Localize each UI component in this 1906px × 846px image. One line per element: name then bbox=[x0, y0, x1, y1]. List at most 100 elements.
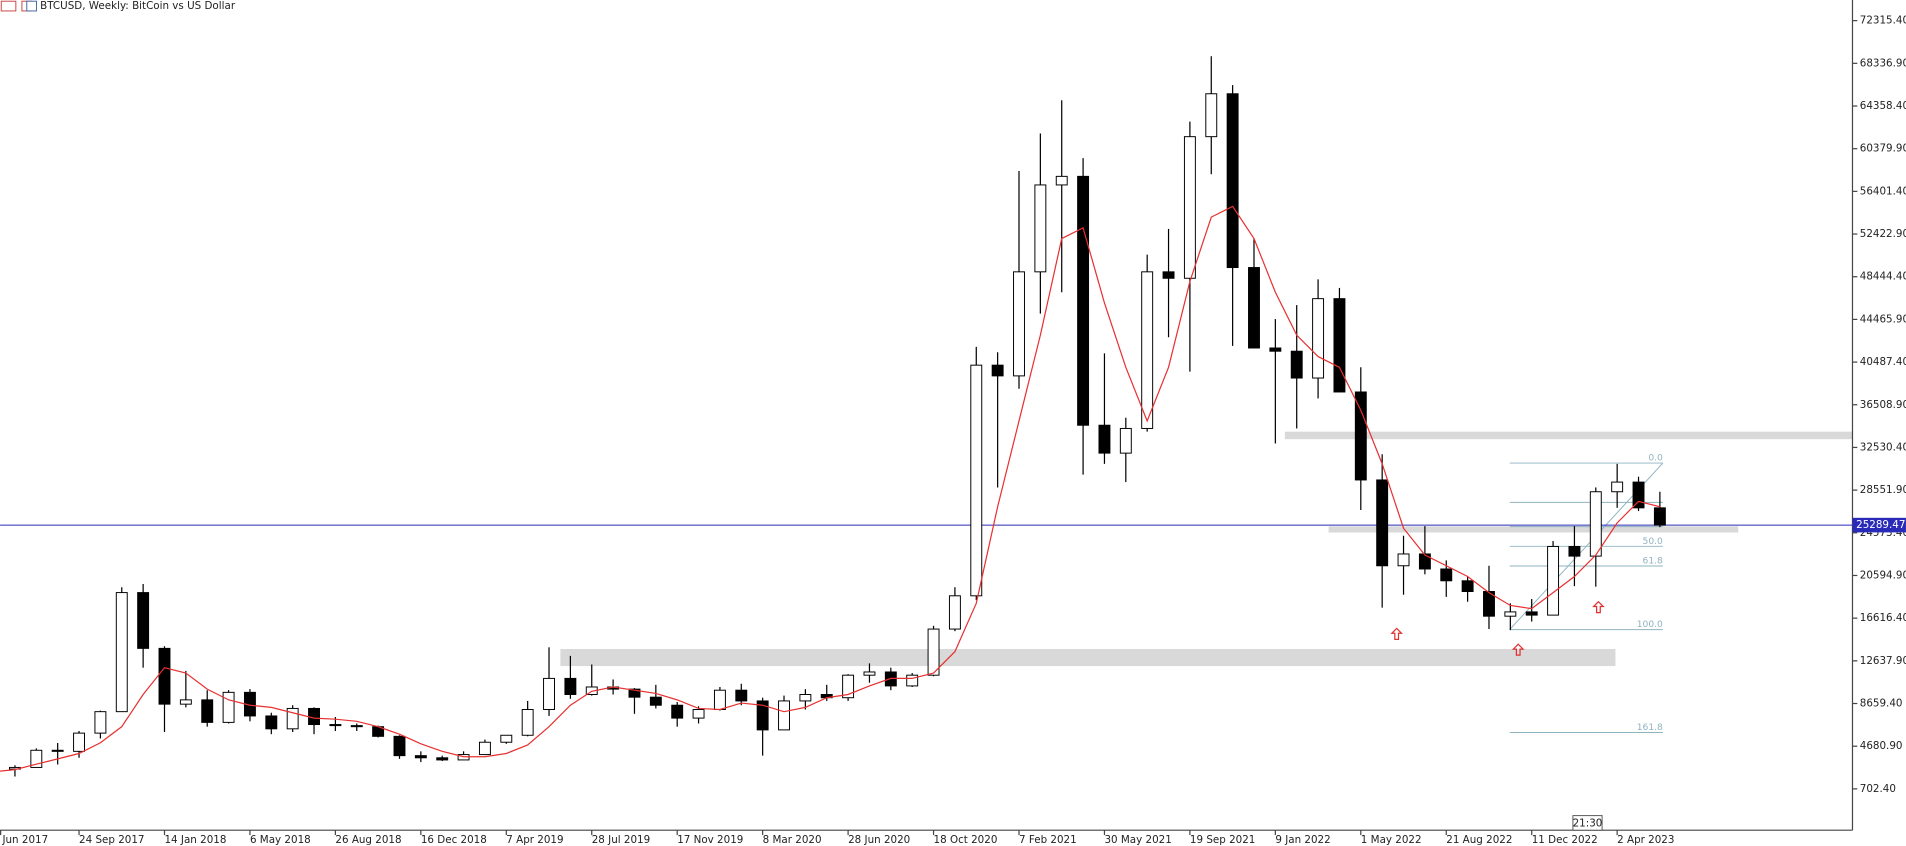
candle-body bbox=[692, 709, 705, 719]
candle-body bbox=[1440, 568, 1453, 582]
x-tick-label: 30 May 2021 bbox=[1104, 834, 1171, 846]
candle-body bbox=[73, 732, 85, 752]
candle-body bbox=[1098, 424, 1111, 454]
candle-body bbox=[51, 749, 64, 752]
y-tick-label: 36508.90 bbox=[1860, 399, 1906, 411]
candle-body bbox=[478, 741, 491, 756]
candle-body bbox=[158, 647, 171, 705]
candle-body bbox=[756, 700, 769, 731]
candle-body bbox=[649, 696, 662, 706]
candle-body bbox=[991, 364, 1004, 377]
candle-body bbox=[521, 709, 534, 736]
candle-body bbox=[1055, 175, 1068, 186]
candle-body bbox=[1589, 491, 1602, 557]
candle-body bbox=[30, 749, 43, 768]
candle-body bbox=[628, 688, 641, 698]
x-tick-label: 7 Feb 2021 bbox=[1019, 834, 1077, 846]
candle-body bbox=[1119, 427, 1132, 454]
candle-body bbox=[1653, 507, 1666, 526]
y-tick-label: 52422.90 bbox=[1860, 228, 1906, 240]
x-tick-label: 24 Sep 2017 bbox=[79, 834, 144, 846]
y-tick-label: 48444.40 bbox=[1860, 271, 1906, 283]
candle-body bbox=[1397, 553, 1410, 567]
y-tick-label: 44465.90 bbox=[1860, 313, 1906, 325]
candle-body bbox=[179, 699, 192, 705]
x-tick-label: 28 Jun 2020 bbox=[848, 834, 910, 846]
y-tick-label: 20594.90 bbox=[1860, 569, 1906, 581]
candle-body bbox=[414, 755, 427, 759]
fib-label: 100.0 bbox=[1637, 620, 1663, 630]
candle-body bbox=[1611, 481, 1624, 493]
candle-body bbox=[863, 671, 876, 676]
y-tick-label: 4680.90 bbox=[1860, 740, 1903, 752]
fib-label: 61.8 bbox=[1643, 557, 1663, 567]
candle-body bbox=[222, 691, 235, 723]
candle-body bbox=[1632, 481, 1645, 509]
symbol-icons bbox=[0, 0, 37, 12]
candle-body bbox=[799, 694, 812, 702]
candle-body bbox=[1568, 545, 1581, 557]
zone bbox=[560, 649, 1616, 667]
last-price-tag bbox=[1852, 517, 1906, 533]
candle-body bbox=[500, 734, 513, 743]
y-tick-label: 64358.40 bbox=[1860, 100, 1906, 112]
candle-body bbox=[1034, 184, 1047, 273]
x-tick-label: 16 Dec 2018 bbox=[421, 834, 487, 846]
candle-body bbox=[1248, 267, 1260, 349]
candle-body bbox=[713, 689, 726, 711]
x-tick-label: Jun 2017 bbox=[1, 834, 48, 846]
signal-arrows bbox=[1390, 600, 1605, 656]
candle-body bbox=[1290, 350, 1303, 379]
y-tick-label: 68336.90 bbox=[1860, 57, 1906, 69]
candle-body bbox=[1013, 271, 1025, 377]
x-tick-label: 7 Apr 2019 bbox=[506, 834, 563, 846]
candle-body bbox=[329, 724, 342, 727]
candle-body bbox=[1077, 175, 1090, 426]
y-tick-label: 8659.40 bbox=[1860, 698, 1903, 710]
candle-body bbox=[436, 757, 449, 761]
candle-body bbox=[927, 628, 940, 676]
candle-body bbox=[115, 592, 128, 713]
x-tick-label: 9 Jan 2022 bbox=[1275, 834, 1330, 846]
candle-body bbox=[393, 735, 406, 757]
candle-body bbox=[1525, 611, 1538, 616]
candle-body bbox=[1205, 93, 1218, 138]
candle-body bbox=[286, 707, 299, 730]
candle-body bbox=[1418, 553, 1431, 570]
candle-body bbox=[564, 677, 577, 695]
candle-body bbox=[308, 707, 320, 726]
y-tick-label: 60379.90 bbox=[1860, 143, 1906, 155]
moving-average bbox=[0, 205, 1661, 772]
y-tick-label: 16616.40 bbox=[1860, 612, 1906, 624]
candle-body bbox=[1183, 136, 1196, 279]
time-label-box bbox=[1572, 815, 1603, 831]
candle-body bbox=[265, 715, 278, 730]
x-tick-label: 28 Jul 2019 bbox=[592, 834, 650, 846]
candle-body bbox=[1141, 271, 1154, 429]
x-tick-label: 14 Jan 2018 bbox=[164, 834, 226, 846]
x-tick-label: 6 May 2018 bbox=[250, 834, 311, 846]
candle-body bbox=[1269, 347, 1282, 352]
candle-body bbox=[1312, 298, 1325, 379]
chart-title: BTCUSD, Weekly: BitCoin vs US Dollar bbox=[40, 0, 236, 12]
zone bbox=[1328, 526, 1739, 533]
candle-body bbox=[1547, 545, 1560, 616]
zone bbox=[1284, 431, 1853, 440]
y-tick-label: 32530.40 bbox=[1860, 441, 1906, 453]
plot-area: 0.0 50.0 61.8 100.0 161.8 bbox=[0, 56, 1853, 777]
y-tick-label: 28551.90 bbox=[1860, 484, 1906, 496]
fib-label: 50.0 bbox=[1643, 537, 1663, 547]
candle-body bbox=[543, 677, 555, 711]
time-label: 21:30 bbox=[1573, 818, 1603, 830]
x-tick-label: 26 Aug 2018 bbox=[335, 834, 401, 846]
x-tick-label: 17 Nov 2019 bbox=[677, 834, 743, 846]
y-tick-label: 12637.90 bbox=[1860, 655, 1906, 667]
candle-body bbox=[1504, 611, 1517, 617]
candle-body bbox=[948, 595, 961, 630]
fib-label: 0.0 bbox=[1648, 454, 1663, 464]
last-price-label: 25289.47 bbox=[1856, 519, 1905, 531]
candle-body bbox=[137, 592, 150, 649]
